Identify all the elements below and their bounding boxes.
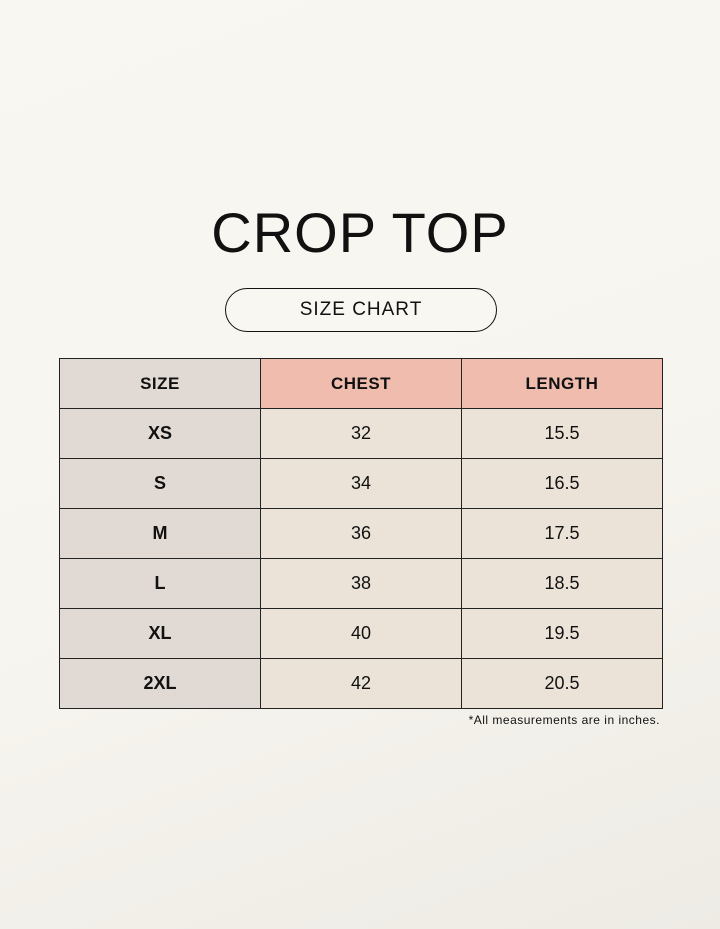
table-row: XS 32 15.5 [59,408,663,459]
measurement-cell: 19.5 [461,608,663,659]
size-cell: S [59,458,261,509]
table-row: XL 40 19.5 [59,608,663,659]
column-header: SIZE [59,358,261,409]
table-row: M 36 17.5 [59,508,663,559]
measurement-cell: 40 [260,608,462,659]
measurement-cell: 34 [260,458,462,509]
measurement-cell: 38 [260,558,462,609]
size-cell: M [59,508,261,559]
column-header: CHEST [260,358,462,409]
table-row: L 38 18.5 [59,558,663,609]
size-chart-label: SIZE CHART [225,288,497,332]
table-row: S 34 16.5 [59,458,663,509]
column-header: LENGTH [461,358,663,409]
measurement-cell: 18.5 [461,558,663,609]
measurement-cell: 15.5 [461,408,663,459]
measurement-cell: 16.5 [461,458,663,509]
measurement-cell: 32 [260,408,462,459]
table-row: 2XL 42 20.5 [59,658,663,709]
measurement-cell: 20.5 [461,658,663,709]
measurement-cell: 17.5 [461,508,663,559]
measurement-cell: 42 [260,658,462,709]
measurement-cell: 36 [260,508,462,559]
page-title: CROP TOP [211,201,509,264]
size-cell: XS [59,408,261,459]
measurement-note: *All measurements are in inches. [468,713,660,727]
table-header-row: SIZE CHEST LENGTH [59,358,663,409]
size-cell: XL [59,608,261,659]
size-cell: L [59,558,261,609]
size-cell: 2XL [59,658,261,709]
size-table: SIZE CHEST LENGTH XS 32 15.5 S 34 16.5 M 36 17.5 L 38… [59,358,663,709]
